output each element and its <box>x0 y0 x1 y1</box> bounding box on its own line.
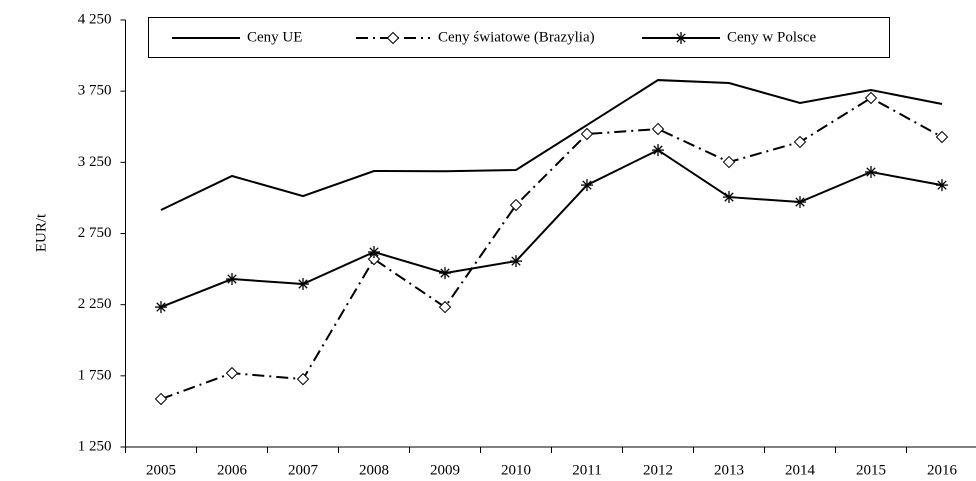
marker <box>794 196 806 209</box>
y-tick-label: 3 250 <box>78 154 112 170</box>
marker <box>580 127 594 141</box>
marker <box>509 198 523 212</box>
legend-label: Ceny UE <box>247 29 302 45</box>
marker <box>297 278 309 291</box>
x-tick-label: 2012 <box>643 462 673 478</box>
marker <box>675 32 687 44</box>
marker <box>581 179 593 192</box>
legend-box <box>148 17 890 58</box>
x-tick-label: 2016 <box>927 462 958 478</box>
marker <box>510 255 522 268</box>
x-tick-label: 2014 <box>785 462 816 478</box>
legend-label: Ceny światowe (Brazylia) <box>438 29 595 45</box>
marker <box>652 144 664 157</box>
marker <box>386 31 400 45</box>
marker <box>935 130 949 144</box>
x-tick-label: 2009 <box>430 462 460 478</box>
legend-label: Ceny w Polsce <box>727 29 817 45</box>
x-tick-label: 2015 <box>856 462 886 478</box>
marker <box>864 91 878 105</box>
marker <box>367 252 381 266</box>
marker <box>439 267 451 280</box>
x-tick-label: 2006 <box>217 462 248 478</box>
marker <box>723 191 735 204</box>
series-line <box>160 96 943 400</box>
y-tick-label: 1 750 <box>78 367 112 383</box>
marker <box>226 273 238 286</box>
marker <box>651 122 665 136</box>
x-tick-label: 2013 <box>714 462 744 478</box>
series-line <box>160 79 943 211</box>
marker <box>225 366 239 380</box>
y-tick-label: 3 750 <box>78 83 112 99</box>
y-tick-label: 1 250 <box>78 438 112 454</box>
marker <box>722 155 736 169</box>
series-line <box>160 148 943 309</box>
y-tick-label: 2 750 <box>78 225 112 241</box>
marker <box>296 372 310 386</box>
x-tick-label: 2007 <box>288 462 319 478</box>
x-tick-label: 2011 <box>572 462 601 478</box>
marker <box>154 392 168 406</box>
marker <box>793 135 807 149</box>
marker <box>438 300 452 314</box>
marker <box>936 179 948 192</box>
marker <box>368 246 380 259</box>
marker <box>865 166 877 179</box>
y-axis-label: EUR/t <box>33 213 49 252</box>
y-tick-label: 4 250 <box>78 11 112 27</box>
x-tick-label: 2008 <box>359 462 389 478</box>
y-tick-label: 2 250 <box>78 296 112 312</box>
marker <box>155 301 167 314</box>
x-tick-label: 2005 <box>146 462 176 478</box>
x-tick-label: 2010 <box>501 462 531 478</box>
